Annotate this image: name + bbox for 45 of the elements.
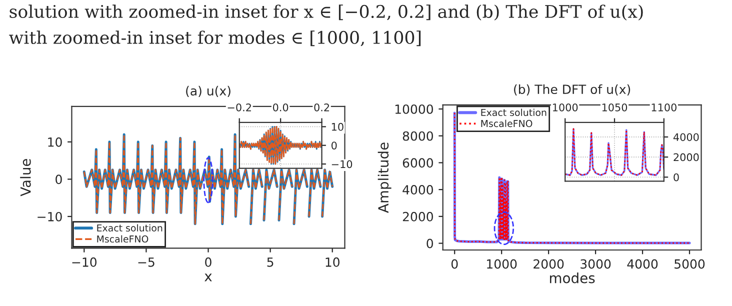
legend-label: Exact solution: [97, 224, 162, 232]
line-series: [239, 126, 322, 165]
y-tick-label: 8000: [402, 131, 433, 141]
y-tick-label: 0: [332, 142, 337, 150]
x-tick-label: −10: [72, 257, 97, 267]
y-tick-label: 4000: [673, 133, 699, 142]
y-tick-label: 0: [674, 173, 679, 182]
y-tick-label: 2000: [674, 153, 699, 162]
y-tick-label: 2000: [402, 212, 433, 222]
legend-label: Exact solution: [481, 108, 546, 116]
x-tick-label: 2000: [534, 259, 564, 269]
y-tick-label: −10: [38, 212, 62, 222]
y-tick-label: 10: [332, 122, 344, 131]
x-tick-label: 5: [267, 258, 274, 267]
y-axis-title: Value: [20, 158, 31, 196]
y-tick-label: 0: [56, 174, 62, 184]
y-tick-label: 6000: [402, 158, 433, 168]
chart-title: (b) The DFT of u(x): [514, 84, 630, 96]
x-tick-label: −0.2: [228, 103, 251, 112]
x-tick-label: 4000: [627, 259, 658, 269]
x-tick-label: 1100: [652, 103, 676, 112]
x-tick-label: 0.0: [272, 103, 288, 112]
text: with zoomed-in inset for modes ∈ [1000, 1100]: [9, 30, 421, 46]
x-tick-label: 0.2: [314, 103, 330, 112]
y-tick-label: 10: [48, 137, 62, 147]
y-tick-label: −10: [332, 160, 352, 168]
x-tick-label: 0: [451, 259, 458, 269]
legend-label: MscaleFNO: [97, 235, 148, 243]
y-tick-label: 4000: [402, 185, 433, 194]
x-tick-label: 1000: [487, 259, 517, 269]
legend-label: MscaleFNO: [481, 120, 532, 128]
y-tick-label: 10000: [395, 104, 433, 114]
y-tick-label: 0: [426, 238, 433, 248]
x-tick-label: 3000: [580, 259, 611, 269]
x-tick-label: 1000: [552, 103, 578, 112]
y-axis-title: Amplitude: [378, 142, 392, 213]
x-tick-label: 1050: [602, 103, 628, 112]
x-tick-label: −5: [138, 258, 154, 267]
x-tick-label: 5000: [674, 259, 705, 269]
x-axis-title: x: [204, 274, 212, 282]
x-axis-title: modes: [550, 272, 595, 284]
chart-title: (a) u(x): [186, 86, 230, 98]
x-tick-label: 0: [205, 257, 212, 267]
text: solution with zoomed-in inset for x ∈ [−0.2, 0.2] and (b) The DFT of u(x): [10, 4, 643, 20]
line-series: [565, 128, 664, 176]
